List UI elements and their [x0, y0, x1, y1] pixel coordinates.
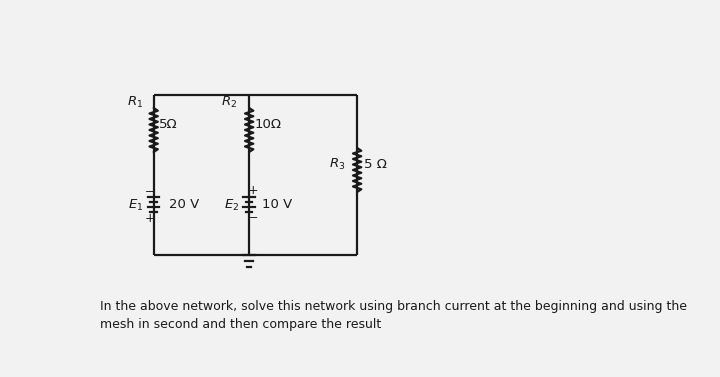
Text: −: − — [145, 187, 154, 197]
Text: In the above network, solve this network using branch current at the beginning a: In the above network, solve this network… — [99, 300, 687, 313]
Text: 5Ω: 5Ω — [158, 118, 177, 130]
Text: $R_3$: $R_3$ — [329, 156, 346, 172]
Text: 10 V: 10 V — [263, 199, 293, 211]
Text: 10Ω: 10Ω — [254, 118, 281, 130]
Text: +: + — [144, 213, 155, 225]
Text: +: + — [248, 184, 258, 198]
Text: 5 Ω: 5 Ω — [364, 158, 387, 170]
Text: $E_2$: $E_2$ — [224, 198, 239, 213]
Text: mesh in second and then compare the result: mesh in second and then compare the resu… — [99, 318, 381, 331]
Text: $R_1$: $R_1$ — [127, 95, 144, 110]
Text: $E_1$: $E_1$ — [128, 198, 144, 213]
Text: 20 V: 20 V — [168, 199, 199, 211]
Text: −: − — [248, 213, 258, 223]
Text: $R_2$: $R_2$ — [222, 95, 238, 110]
